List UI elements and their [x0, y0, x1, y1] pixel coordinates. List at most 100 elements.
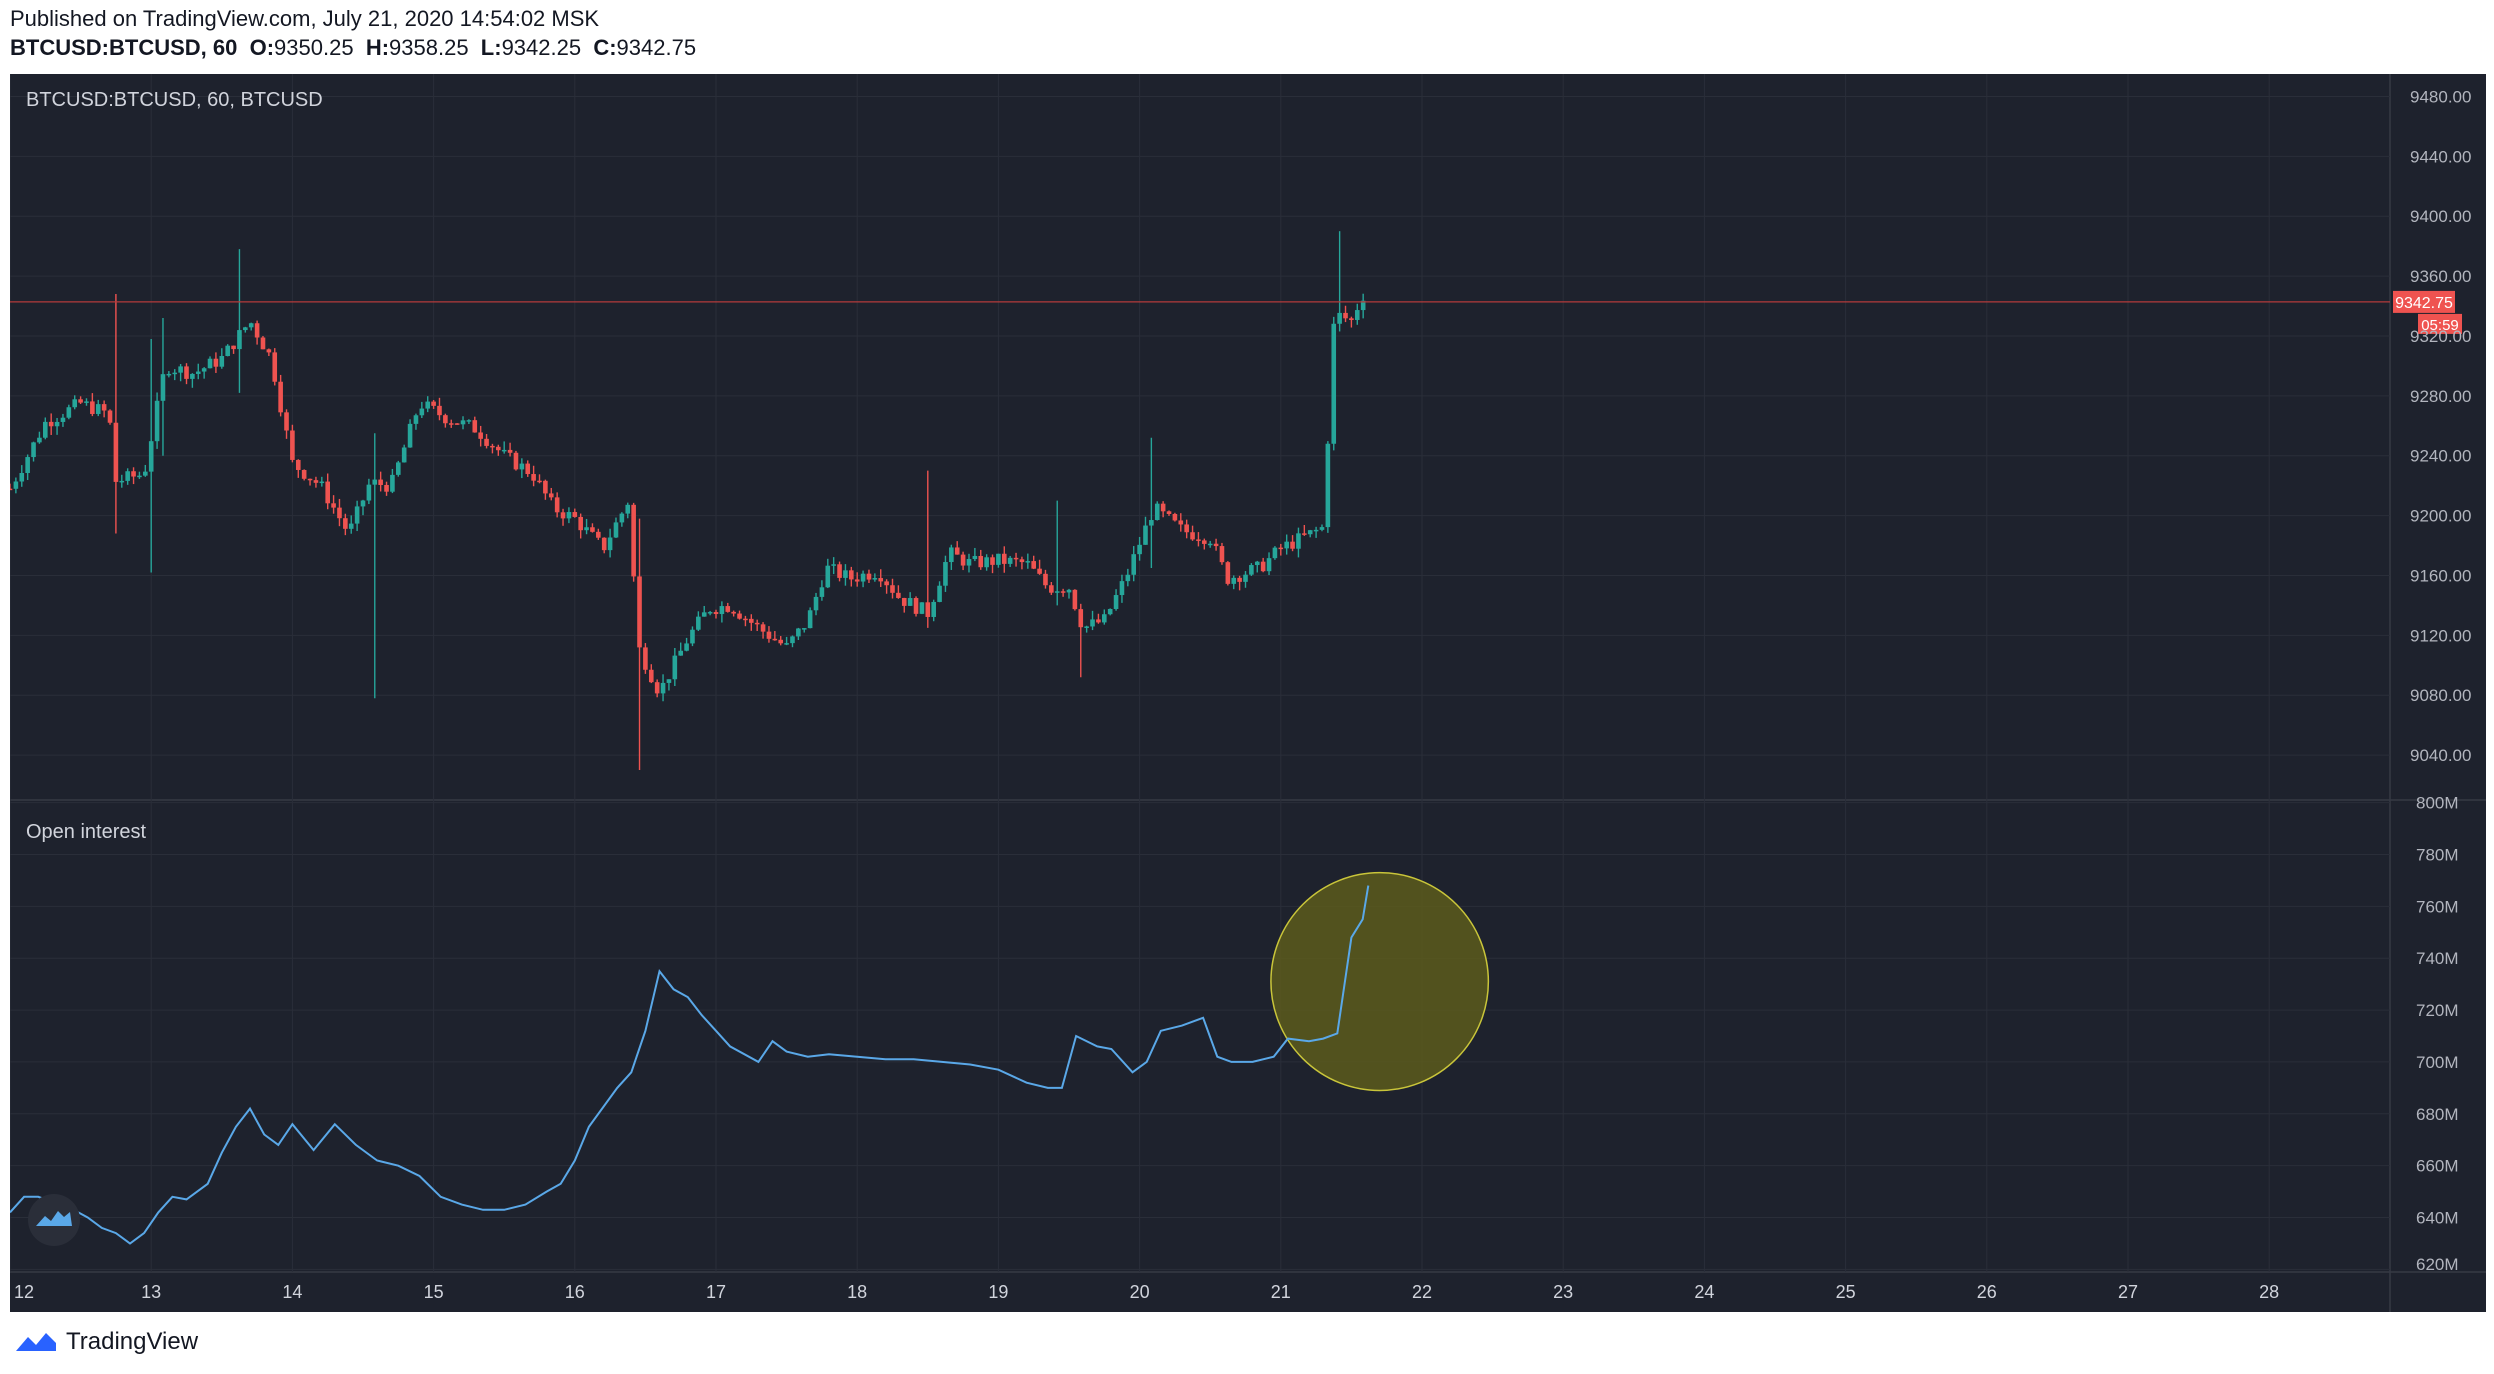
oi-pane-title: Open interest	[26, 821, 147, 843]
oi-tick-label: 620M	[2416, 1255, 2459, 1274]
candle-body	[178, 366, 183, 373]
candle-body	[1207, 543, 1213, 546]
candle-body	[1143, 525, 1148, 545]
candle-body	[713, 612, 719, 615]
candle-body	[696, 616, 701, 630]
candle-body	[943, 562, 948, 586]
oi-tick-label: 800M	[2416, 794, 2459, 813]
main-pane-title: BTCUSD:BTCUSD, 60, BTCUSD	[26, 89, 323, 111]
candle-body	[860, 573, 866, 582]
candle-body	[572, 512, 578, 517]
candle-body	[1149, 520, 1154, 526]
oi-tick-label: 700M	[2416, 1053, 2459, 1072]
price-tick-label: 9080.00	[2410, 686, 2471, 705]
candle-body	[937, 585, 942, 602]
candle-body	[1172, 513, 1178, 521]
candle-body	[913, 598, 919, 614]
price-tick-label: 9280.00	[2410, 387, 2471, 406]
candle-body	[195, 371, 201, 374]
candle-body	[590, 527, 595, 532]
candle-body	[90, 401, 95, 414]
countdown-tag	[2418, 313, 2462, 334]
chart-frame[interactable]: 9342.75 05:59 9480.00 9440.00 9400.00 9360.0…	[10, 74, 2486, 1312]
candle-body	[1243, 574, 1248, 582]
candle-body	[1296, 533, 1301, 549]
l-label: L:	[480, 35, 502, 60]
candle-body	[343, 518, 348, 529]
o-value: 9350.25	[274, 35, 354, 60]
oi-tick-label: 760M	[2416, 897, 2459, 916]
candle-body	[84, 401, 89, 403]
price-tick-label: 9400.00	[2410, 207, 2471, 226]
candle-body	[54, 421, 60, 427]
candle-body	[813, 596, 819, 611]
candle-body	[1225, 562, 1231, 584]
candle-body	[1131, 554, 1137, 575]
candle-body	[990, 557, 995, 565]
candle-body	[760, 624, 766, 632]
candle-body	[607, 537, 613, 551]
footer-brand[interactable]: TradingView	[14, 1328, 198, 1356]
candle-body	[543, 480, 548, 494]
candle-body	[284, 412, 289, 431]
candle-body	[125, 471, 130, 481]
countdown-value: 05:59	[2421, 317, 2459, 334]
candle-body	[737, 613, 742, 619]
price-tick-label: 9160.00	[2410, 566, 2471, 585]
chart-background	[10, 74, 2486, 1312]
candle-body	[1184, 524, 1189, 533]
time-tick-label: 17	[706, 1282, 726, 1302]
candle-body	[1154, 503, 1160, 521]
candle-body	[1196, 539, 1201, 541]
candle-body	[754, 622, 760, 625]
candle-body	[637, 576, 642, 648]
candle-body	[919, 602, 925, 614]
candle-body	[295, 459, 301, 470]
candle-body	[154, 400, 160, 442]
last-price-value: 9342.75	[2395, 295, 2453, 312]
time-tick-label: 24	[1694, 1282, 1714, 1302]
c-label: C:	[593, 35, 617, 60]
candle-body	[319, 481, 325, 484]
candle-body	[272, 352, 278, 382]
candle-body	[901, 597, 907, 606]
candle-body	[348, 523, 354, 529]
price-tick-label: 9440.00	[2410, 147, 2471, 166]
time-tick-label: 16	[565, 1282, 585, 1302]
candle-body	[878, 578, 884, 582]
candle-body	[1354, 310, 1360, 320]
price-grid	[10, 95, 2390, 756]
candle-body	[1302, 533, 1307, 535]
candle-body	[1125, 574, 1131, 582]
candle-body	[366, 484, 372, 501]
candle-body	[819, 587, 825, 597]
candle-body	[37, 437, 42, 443]
candle-body	[743, 618, 748, 621]
price-tick-label: 9240.00	[2410, 447, 2471, 466]
candle-body	[531, 474, 536, 481]
candle-body	[525, 463, 531, 475]
price-tick-label: 9200.00	[2410, 507, 2471, 526]
candle-body	[1090, 619, 1095, 627]
candle-body	[890, 585, 895, 593]
o-label: O:	[249, 35, 275, 60]
candle-body	[1307, 530, 1313, 535]
candle-body	[1260, 561, 1266, 572]
candle-body	[825, 565, 831, 588]
candle-body	[1037, 568, 1042, 574]
oi-tick-label: 660M	[2416, 1157, 2459, 1176]
candle-body	[501, 449, 507, 452]
candle-body	[701, 612, 707, 617]
chart-canvas[interactable]: 9342.75 05:59 9480.00 9440.00 9400.00 9360.0…	[10, 74, 2486, 1312]
candle-body	[1325, 443, 1331, 528]
price-tick-label: 9480.00	[2410, 87, 2471, 106]
candle-body	[625, 504, 631, 514]
oi-series-line	[10, 885, 1370, 1245]
candle-body	[472, 420, 478, 433]
candles	[10, 231, 1366, 771]
candle-body	[1113, 595, 1119, 609]
candle-body	[1066, 589, 1072, 593]
candle-body	[1254, 561, 1260, 566]
ohlc-line: BTCUSD:BTCUSD, 60 O:9350.25 H:9358.25 L:…	[10, 35, 696, 61]
candle-body	[119, 480, 125, 483]
